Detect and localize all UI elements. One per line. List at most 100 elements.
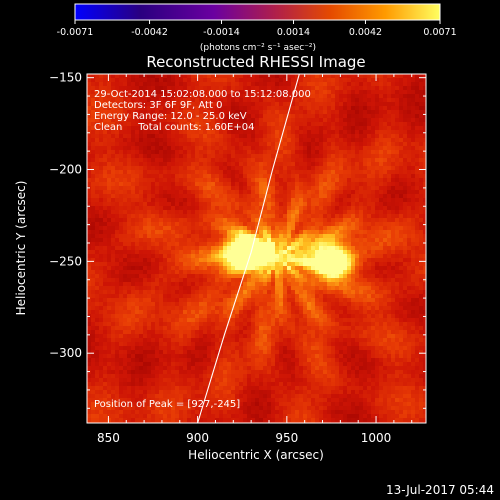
heatmap-cell xyxy=(207,270,211,274)
heatmap-cell xyxy=(127,150,131,154)
heatmap-cell xyxy=(139,242,143,246)
heatmap-cell xyxy=(135,150,139,154)
heatmap-cell xyxy=(91,202,95,206)
heatmap-cell xyxy=(91,290,95,294)
heatmap-cell xyxy=(171,206,175,210)
heatmap-cell xyxy=(371,154,375,158)
heatmap-cell xyxy=(107,286,111,290)
heatmap-cell xyxy=(159,238,163,242)
heatmap-cell xyxy=(99,122,103,126)
heatmap-cell xyxy=(139,190,143,194)
heatmap-cell xyxy=(159,286,163,290)
heatmap-cell xyxy=(347,114,351,118)
heatmap-cell xyxy=(311,210,315,214)
heatmap-cell xyxy=(267,130,271,134)
colorbar-units-label: (photons cm⁻² s⁻¹ asec⁻²) xyxy=(200,43,316,53)
heatmap-cell xyxy=(163,166,167,170)
heatmap-cell xyxy=(263,242,267,246)
heatmap-cell xyxy=(111,130,115,134)
heatmap-cell xyxy=(271,294,275,298)
heatmap-cell xyxy=(399,142,403,146)
heatmap-cell xyxy=(351,102,355,106)
heatmap-cell xyxy=(371,242,375,246)
heatmap-cell xyxy=(139,118,143,122)
heatmap-cell xyxy=(163,126,167,130)
heatmap-cell xyxy=(391,286,395,290)
heatmap-cell xyxy=(343,290,347,294)
heatmap-cell xyxy=(283,190,287,194)
heatmap-cell xyxy=(151,150,155,154)
heatmap-cell xyxy=(187,102,191,106)
heatmap-cell xyxy=(223,278,227,282)
heatmap-cell xyxy=(383,78,387,82)
heatmap-cell xyxy=(195,198,199,202)
heatmap-cell xyxy=(95,214,99,218)
heatmap-cell xyxy=(303,82,307,86)
heatmap-cell xyxy=(207,86,211,90)
heatmap-cell xyxy=(123,234,127,238)
heatmap-cell xyxy=(395,222,399,226)
heatmap-cell xyxy=(119,206,123,210)
heatmap-cell xyxy=(291,270,295,274)
heatmap-cell xyxy=(91,142,95,146)
heatmap-cell xyxy=(119,146,123,150)
heatmap-cell xyxy=(211,230,215,234)
heatmap-cell xyxy=(283,198,287,202)
heatmap-cell xyxy=(247,138,251,142)
heatmap-cell xyxy=(267,218,271,222)
heatmap-cell xyxy=(227,274,231,278)
heatmap-cell xyxy=(231,154,235,158)
heatmap-cell xyxy=(327,238,331,242)
heatmap-cell xyxy=(279,142,283,146)
heatmap-cell xyxy=(199,258,203,262)
heatmap-cell xyxy=(183,170,187,174)
heatmap-cell xyxy=(191,122,195,126)
heatmap-cell xyxy=(191,182,195,186)
heatmap-cell xyxy=(175,98,179,102)
heatmap-cell xyxy=(291,110,295,114)
heatmap-cell xyxy=(139,194,143,198)
heatmap-cell xyxy=(267,262,271,266)
heatmap-cell xyxy=(307,170,311,174)
heatmap-cell xyxy=(387,186,391,190)
heatmap-cell xyxy=(159,186,163,190)
heatmap-cell xyxy=(239,206,243,210)
heatmap-cell xyxy=(199,82,203,86)
heatmap-cell xyxy=(223,246,227,250)
heatmap-cell xyxy=(223,294,227,298)
heatmap-cell xyxy=(387,102,391,106)
heatmap-cell xyxy=(151,110,155,114)
heatmap-cell xyxy=(351,198,355,202)
heatmap-cell xyxy=(399,106,403,110)
heatmap-cell xyxy=(375,206,379,210)
heatmap-cell xyxy=(259,154,263,158)
heatmap-cell xyxy=(211,94,215,98)
heatmap-cell xyxy=(183,302,187,306)
heatmap-cell xyxy=(143,266,147,270)
heatmap-cell xyxy=(263,202,267,206)
heatmap-cell xyxy=(259,294,263,298)
heatmap-cell xyxy=(107,234,111,238)
heatmap-cell xyxy=(339,222,343,226)
heatmap-cell xyxy=(343,186,347,190)
heatmap-cell xyxy=(227,162,231,166)
heatmap-cell xyxy=(131,78,135,82)
heatmap-cell xyxy=(323,110,327,114)
heatmap-cell xyxy=(407,130,411,134)
heatmap-cell xyxy=(331,134,335,138)
heatmap-cell xyxy=(119,238,123,242)
heatmap-cell xyxy=(243,246,247,250)
heatmap-cell xyxy=(291,90,295,94)
heatmap-cell xyxy=(215,186,219,190)
heatmap-cell xyxy=(379,246,383,250)
heatmap-cell xyxy=(123,274,127,278)
heatmap-cell xyxy=(247,238,251,242)
heatmap-cell xyxy=(227,118,231,122)
heatmap-cell xyxy=(403,282,407,286)
heatmap-cell xyxy=(267,210,271,214)
heatmap-cell xyxy=(255,102,259,106)
heatmap-cell xyxy=(359,302,363,306)
heatmap-cell xyxy=(155,278,159,282)
heatmap-cell xyxy=(419,206,423,210)
heatmap-cell xyxy=(275,142,279,146)
